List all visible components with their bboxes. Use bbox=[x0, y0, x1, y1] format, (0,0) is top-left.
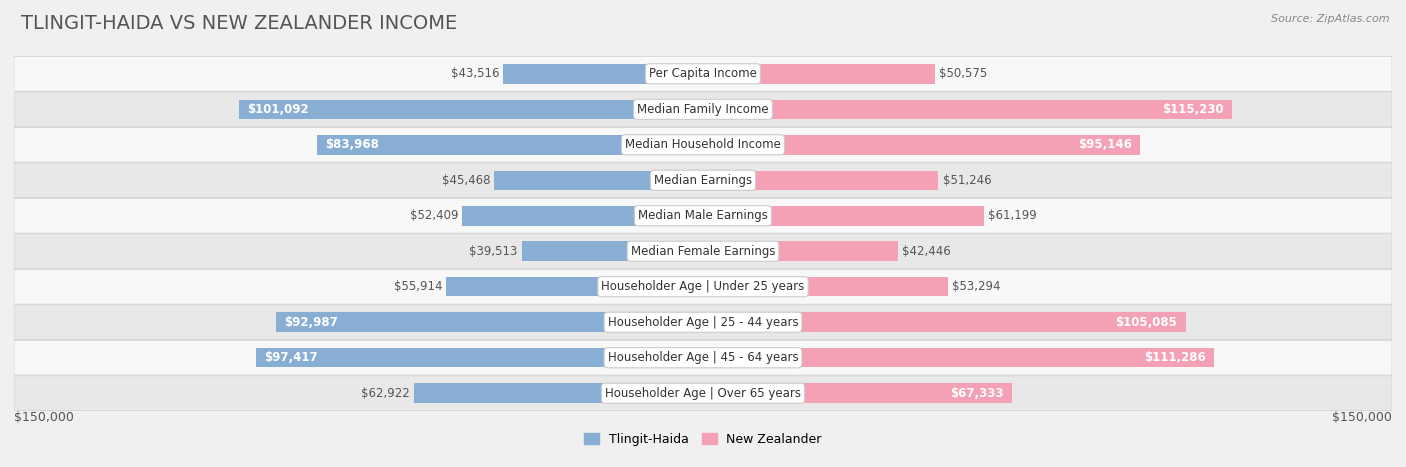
Text: TLINGIT-HAIDA VS NEW ZEALANDER INCOME: TLINGIT-HAIDA VS NEW ZEALANDER INCOME bbox=[21, 14, 457, 33]
Text: Median Female Earnings: Median Female Earnings bbox=[631, 245, 775, 258]
FancyBboxPatch shape bbox=[14, 340, 1392, 375]
FancyBboxPatch shape bbox=[14, 305, 1392, 340]
FancyBboxPatch shape bbox=[14, 269, 1392, 304]
Bar bbox=[703, 312, 1185, 332]
Text: Householder Age | Under 25 years: Householder Age | Under 25 years bbox=[602, 280, 804, 293]
Bar bbox=[703, 241, 898, 261]
FancyBboxPatch shape bbox=[14, 57, 1392, 91]
Text: $111,286: $111,286 bbox=[1144, 351, 1206, 364]
Text: $53,294: $53,294 bbox=[952, 280, 1001, 293]
Text: Householder Age | 25 - 44 years: Householder Age | 25 - 44 years bbox=[607, 316, 799, 329]
Text: $45,468: $45,468 bbox=[441, 174, 491, 187]
Bar bbox=[703, 206, 984, 226]
Legend: Tlingit-Haida, New Zealander: Tlingit-Haida, New Zealander bbox=[579, 428, 827, 451]
Bar bbox=[703, 383, 1012, 403]
Text: $39,513: $39,513 bbox=[470, 245, 517, 258]
Text: $150,000: $150,000 bbox=[14, 411, 75, 424]
Text: $95,146: $95,146 bbox=[1078, 138, 1132, 151]
Bar bbox=[239, 99, 703, 119]
FancyBboxPatch shape bbox=[14, 127, 1392, 162]
Bar bbox=[703, 277, 948, 297]
Text: Householder Age | 45 - 64 years: Householder Age | 45 - 64 years bbox=[607, 351, 799, 364]
Bar bbox=[703, 99, 1232, 119]
Text: Median Male Earnings: Median Male Earnings bbox=[638, 209, 768, 222]
Text: $150,000: $150,000 bbox=[1331, 411, 1392, 424]
Text: $115,230: $115,230 bbox=[1163, 103, 1225, 116]
FancyBboxPatch shape bbox=[14, 198, 1392, 233]
FancyBboxPatch shape bbox=[14, 92, 1392, 127]
Bar bbox=[703, 135, 1140, 155]
Text: Median Family Income: Median Family Income bbox=[637, 103, 769, 116]
Text: Median Household Income: Median Household Income bbox=[626, 138, 780, 151]
Bar bbox=[446, 277, 703, 297]
Bar bbox=[413, 383, 703, 403]
FancyBboxPatch shape bbox=[14, 163, 1392, 198]
Text: $105,085: $105,085 bbox=[1115, 316, 1177, 329]
Bar bbox=[703, 170, 938, 190]
Bar bbox=[494, 170, 703, 190]
Text: $42,446: $42,446 bbox=[903, 245, 950, 258]
Text: $92,987: $92,987 bbox=[284, 316, 337, 329]
Text: $83,968: $83,968 bbox=[326, 138, 380, 151]
Bar bbox=[463, 206, 703, 226]
Text: $50,575: $50,575 bbox=[939, 67, 987, 80]
Bar bbox=[318, 135, 703, 155]
Text: $97,417: $97,417 bbox=[264, 351, 318, 364]
Bar bbox=[503, 64, 703, 84]
Bar bbox=[256, 348, 703, 368]
Text: $52,409: $52,409 bbox=[409, 209, 458, 222]
Text: $61,199: $61,199 bbox=[988, 209, 1038, 222]
FancyBboxPatch shape bbox=[14, 376, 1392, 410]
Text: Source: ZipAtlas.com: Source: ZipAtlas.com bbox=[1271, 14, 1389, 24]
Text: Median Earnings: Median Earnings bbox=[654, 174, 752, 187]
Text: $67,333: $67,333 bbox=[950, 387, 1004, 400]
Text: $55,914: $55,914 bbox=[394, 280, 441, 293]
Bar bbox=[522, 241, 703, 261]
FancyBboxPatch shape bbox=[14, 234, 1392, 269]
Bar bbox=[276, 312, 703, 332]
Bar bbox=[703, 348, 1215, 368]
Bar bbox=[703, 64, 935, 84]
Text: $62,922: $62,922 bbox=[361, 387, 411, 400]
Text: Householder Age | Over 65 years: Householder Age | Over 65 years bbox=[605, 387, 801, 400]
Text: $43,516: $43,516 bbox=[450, 67, 499, 80]
Text: $51,246: $51,246 bbox=[942, 174, 991, 187]
Text: $101,092: $101,092 bbox=[247, 103, 308, 116]
Text: Per Capita Income: Per Capita Income bbox=[650, 67, 756, 80]
